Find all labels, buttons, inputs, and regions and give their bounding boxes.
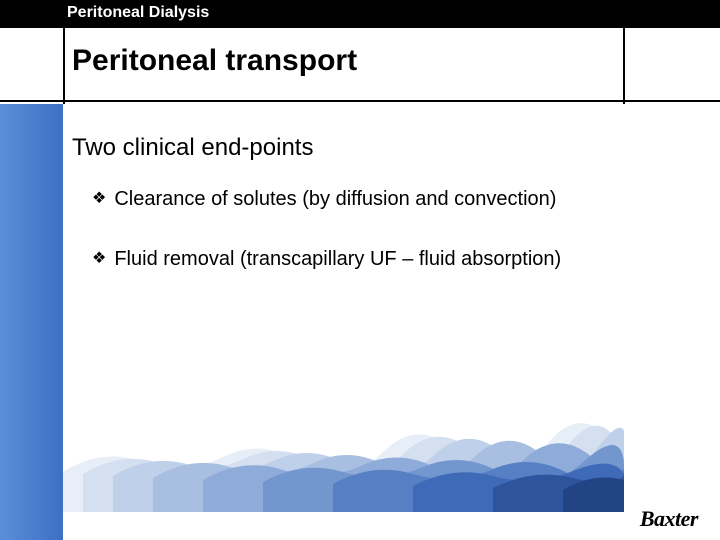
bullet-text: Fluid removal (transcapillary UF – fluid… — [114, 246, 561, 272]
brand-logo: Baxter — [640, 506, 698, 532]
bullet-text: Clearance of solutes (by diffusion and c… — [114, 186, 556, 212]
list-item: ❖ Clearance of solutes (by diffusion and… — [92, 186, 562, 212]
slide-title: Peritoneal transport — [72, 44, 357, 78]
list-item: ❖ Fluid removal (transcapillary UF – flu… — [92, 246, 562, 272]
wave-graphic — [63, 402, 624, 512]
diamond-bullet-icon: ❖ — [92, 246, 106, 272]
header-bar: Peritoneal Dialysis — [0, 0, 720, 28]
bullet-list: ❖ Clearance of solutes (by diffusion and… — [92, 186, 562, 306]
diamond-bullet-icon: ❖ — [92, 186, 106, 212]
slide-subtitle: Two clinical end-points — [72, 134, 313, 162]
title-row: Peritoneal transport — [0, 28, 720, 102]
sidebar-accent — [0, 104, 63, 540]
header-label: Peritoneal Dialysis — [67, 4, 209, 22]
